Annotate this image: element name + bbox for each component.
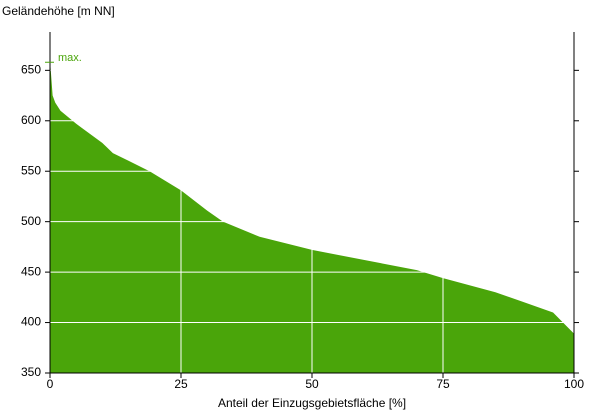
annotation: max. bbox=[58, 52, 82, 64]
y-tick-label: 500 bbox=[21, 214, 41, 228]
y-axis-label: Geländehöhe [m NN] bbox=[2, 4, 115, 18]
y-tick-label: 600 bbox=[21, 113, 41, 127]
y-tick-label: 400 bbox=[21, 315, 41, 329]
y-tick-label: 650 bbox=[21, 63, 41, 77]
y-tick-label: 550 bbox=[21, 163, 41, 177]
x-tick-label: 75 bbox=[436, 377, 450, 391]
x-axis-label: Anteil der Einzugsgebietsfläche [%] bbox=[218, 396, 406, 410]
x-tick-label: 100 bbox=[564, 377, 584, 391]
x-tick-label: 0 bbox=[47, 377, 54, 391]
y-tick-label: 450 bbox=[21, 264, 41, 278]
x-tick-label: 25 bbox=[174, 377, 188, 391]
y-tick-label: 350 bbox=[21, 365, 41, 379]
x-tick-label: 50 bbox=[305, 377, 319, 391]
